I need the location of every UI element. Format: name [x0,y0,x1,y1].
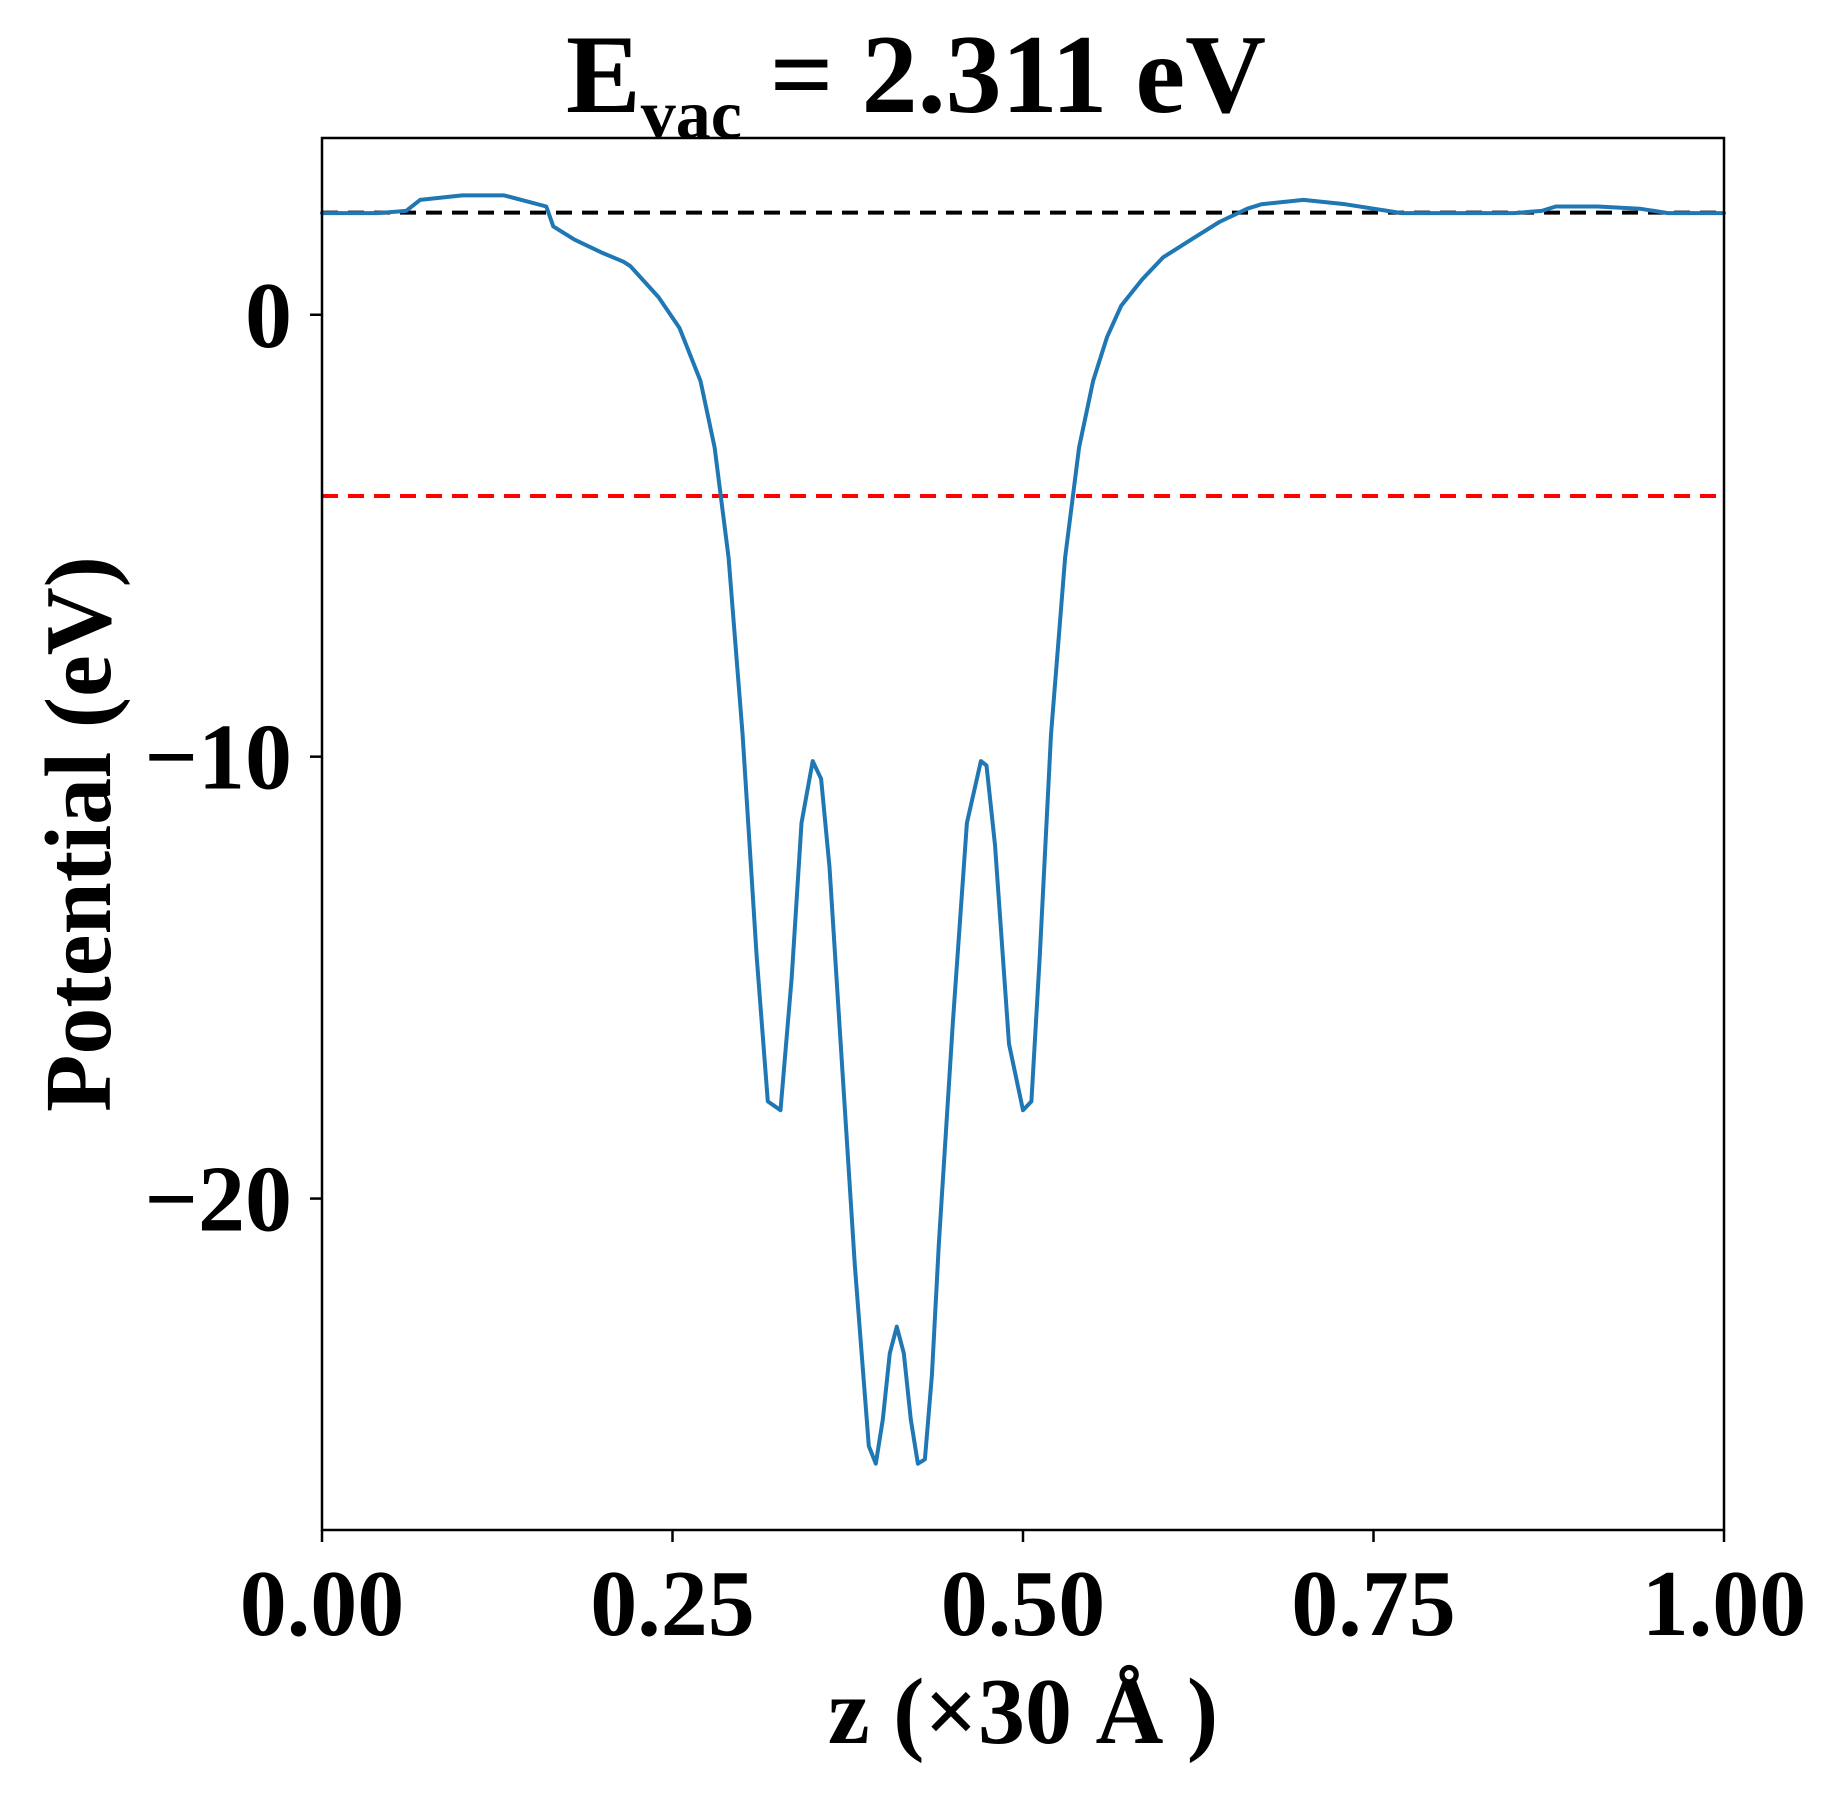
chart-title: Evac = 2.311 eV [566,13,1266,154]
y-axis-label: Potential (eV) [27,556,131,1112]
y-tick-label: −20 [144,1148,292,1252]
plot-frame [320,136,1726,1532]
reference-lines [322,210,1724,498]
x-axis-ticks: 0.00 0.25 0.50 0.75 1.00 [240,1530,1807,1656]
series-group [320,193,1726,1466]
x-tick-label: 0.25 [590,1552,755,1656]
chart-title-rest: = 2.311 eV [742,13,1266,137]
x-tick-label: 0.50 [941,1552,1106,1656]
y-tick-label: −10 [144,706,292,810]
x-tick-label: 1.00 [1642,1552,1807,1656]
y-axis-ticks: 0 −10 −20 [144,264,322,1252]
series-line-0 [320,193,1726,1466]
chart-title-main: E [566,13,641,137]
x-axis-label: z (×30 Å ) [828,1660,1218,1764]
y-tick-label: 0 [245,264,292,368]
chart-title-subscript: vac [641,77,742,154]
x-tick-label: 0.75 [1291,1552,1456,1656]
x-tick-label: 0.00 [240,1552,405,1656]
